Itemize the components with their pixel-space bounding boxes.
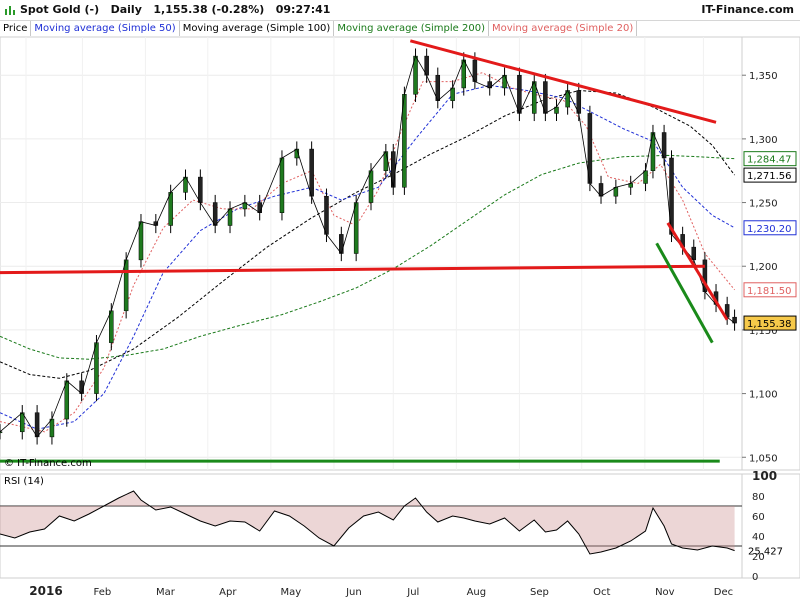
candle-body [198,176,203,203]
trendline-1[interactable] [0,264,705,275]
rsi-tick-label: 60 [752,512,765,523]
legend-item-price[interactable]: Price [0,21,32,36]
last-value-tag [743,167,797,183]
candle-body [109,310,114,343]
candle-body [309,148,314,197]
y-tick-label: 1,150 [749,326,778,337]
rsi-line [0,490,735,555]
y-tick-label: 1,200 [749,262,778,273]
candle-body [279,157,285,213]
candle-body [212,202,218,226]
rsi-overbought-fill [0,491,735,554]
last-value-label: 1,271.56 [747,171,792,182]
last-value-label: 1,181.50 [747,286,792,297]
legend-item-sma200[interactable]: Moving average (Simple 200) [334,21,489,36]
y-axis: 1,050 1,100 1,150 1,200 1,250 1,300 1,350 1,284… [741,36,800,471]
y-tick-label: 1,250 [749,199,778,210]
candle-body [0,431,3,434]
legend-item-sma50[interactable]: Moving average (Simple 50) [31,21,180,36]
rsi-tick-label: 40 [752,532,765,543]
rsi-tick-label: 0 [752,572,758,583]
rsi-tick-label: 80 [752,492,765,503]
candle-body [383,151,389,171]
bar-chart-icon [5,6,15,15]
last-value-tag [743,315,797,331]
last-value-label: 1,230.20 [747,224,792,235]
sma200-line [0,154,735,360]
candle-body [94,342,99,394]
candle-body [49,418,55,438]
x-month-label: Jun [345,587,362,598]
x-month-label: Aug [467,587,487,598]
candle-body [450,87,455,101]
rsi-tick-label: 20 [752,552,765,563]
x-month-label: Oct [593,587,610,598]
candle-body [257,202,262,213]
price-line [0,55,735,438]
x-month-label: Feb [94,587,112,598]
last-value-tag [743,220,797,236]
brand-name: IT-Finance.com [701,3,794,16]
candle-body [353,202,359,254]
trendlines [0,39,729,463]
last-value-label: 1,284.47 [747,155,792,166]
rsi-label: RSI (14) [4,476,44,487]
rsi-last-value: 25.427 [748,547,783,558]
trendline-2[interactable] [666,222,729,321]
x-month-label: Mar [156,587,176,598]
x-month-label: 2016 [29,584,62,598]
trendline-3[interactable] [655,242,714,344]
x-month-label: Jul [406,587,419,598]
rsi-axis-area [741,473,800,579]
indicator-legend: Price Moving average (Simple 50) Moving av… [0,21,638,36]
candle-body [34,412,40,438]
x-month-label: Sep [530,587,549,598]
x-axis: 2016 Feb Mar Apr May Jun Jul Aug Sep Oct Nov Dec [0,577,742,598]
candle-body [227,208,233,226]
candle-body [324,195,329,235]
candle-body [79,380,84,394]
rsi-panel: 0 20 40 60 80 100 25.427 [0,469,800,583]
x-month-label: Nov [655,587,675,598]
x-month-label: May [281,587,302,598]
y-tick-label: 1,100 [749,390,778,401]
legend-item-sma20[interactable]: Moving average (Simple 20) [489,21,638,36]
chart-title: Spot Gold (-) Daily 1,155.38 (-0.28%) 09… [20,3,331,16]
candle-body [168,192,173,226]
copyright-text: © IT-Finance.com [4,458,92,469]
rsi-tick-label: 100 [752,469,777,483]
x-month-label: Dec [714,587,733,598]
y-axis-area [741,36,800,471]
candle-body [64,380,70,420]
candle-body [138,221,144,261]
legend-item-sma100[interactable]: Moving average (Simple 100) [180,21,335,36]
candle-body [368,170,374,203]
candle-body [517,74,522,114]
last-value-tag [743,151,797,167]
x-month-label: Apr [219,587,237,598]
sma20-line [0,72,735,433]
last-value-tag [743,282,797,298]
candle-body [643,170,648,184]
trendline-0[interactable] [409,39,717,124]
y-tick-label: 1,050 [749,453,778,464]
sma50-line [0,84,735,430]
rsi-plot-area [0,473,743,579]
y-tick-label: 1,300 [749,135,778,146]
last-value-label: 1,155.38 [747,319,792,330]
y-tick-label: 1,350 [749,71,778,82]
title-bar: Spot Gold (-) Daily 1,155.38 (-0.28%) 09… [0,0,800,21]
grid [0,36,743,471]
plot-area [0,36,743,471]
series [0,48,737,445]
candle-body [339,234,344,254]
candle-body [502,74,507,89]
candle-body [123,259,129,312]
